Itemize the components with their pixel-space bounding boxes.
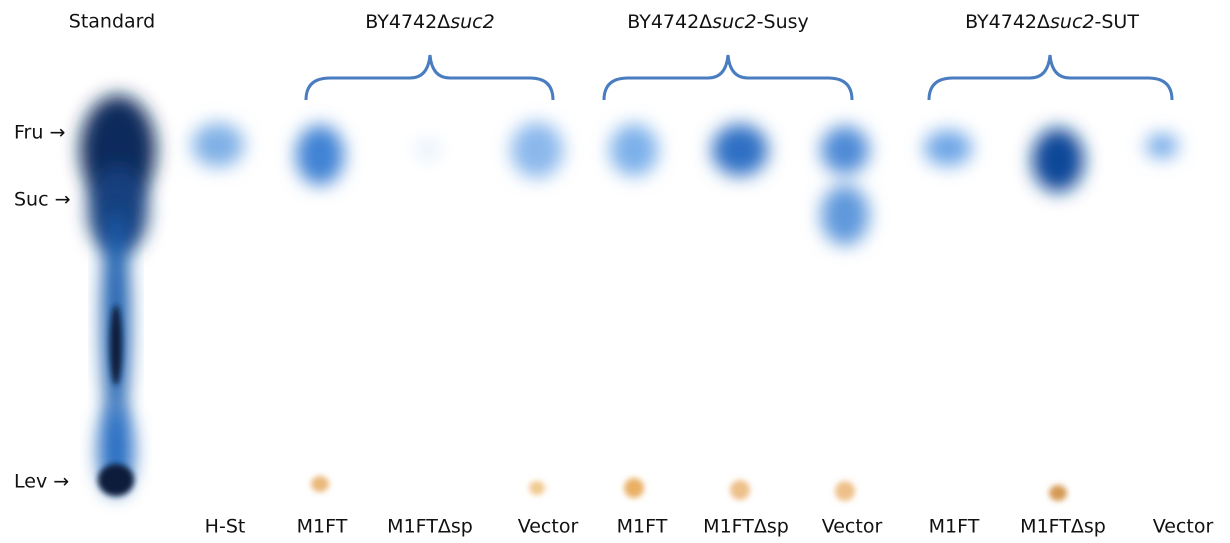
group-label: BY4742Δsuc2	[365, 11, 494, 33]
lane-label: M1FTΔsp	[703, 516, 789, 538]
standard-lane	[80, 95, 156, 496]
bracket	[927, 54, 1174, 101]
bracket	[304, 54, 555, 101]
lane-label: H-St	[205, 516, 246, 538]
origin-spots	[311, 476, 1067, 501]
group-label-part: -Susy	[757, 11, 809, 33]
group-label-part: BY4742Δ	[965, 11, 1050, 33]
markers: Fru → Suc → Lev →	[14, 122, 71, 493]
marker-label: Suc →	[14, 189, 71, 211]
group-labels: BY4742Δsuc2 BY4742Δsuc2-Susy BY4742Δsuc2-S…	[365, 11, 1139, 33]
group-label-part: -SUT	[1095, 11, 1140, 33]
lane-label: M1FT	[617, 516, 668, 538]
marker-label: Fru →	[14, 122, 65, 144]
bracket	[602, 54, 854, 101]
lane-label: Vector	[822, 516, 883, 538]
group-label-part: BY4742Δ	[365, 11, 450, 33]
sample-spots	[192, 122, 1178, 245]
lane-label: M1FTΔsp	[387, 516, 473, 538]
lane-label: M1FT	[297, 516, 348, 538]
group-label: BY4742Δsuc2-Susy	[627, 11, 809, 33]
lane-label: M1FTΔsp	[1020, 516, 1106, 538]
lane-labels: H-St M1FT M1FTΔsp Vector M1FT M1FTΔsp Vector M1…	[205, 516, 1214, 538]
lane-label: Vector	[1153, 516, 1214, 538]
lane-label: Vector	[518, 516, 579, 538]
group-label-part: suc2	[450, 11, 494, 33]
lane-label: M1FT	[929, 516, 980, 538]
group-label-part: BY4742Δ	[627, 11, 712, 33]
marker-label: Lev →	[14, 471, 69, 493]
group-label-part: suc2	[1050, 11, 1094, 33]
group-label-part: suc2	[712, 11, 756, 33]
standard-label: Standard	[69, 11, 155, 33]
group-label: BY4742Δsuc2-SUT	[965, 11, 1139, 33]
